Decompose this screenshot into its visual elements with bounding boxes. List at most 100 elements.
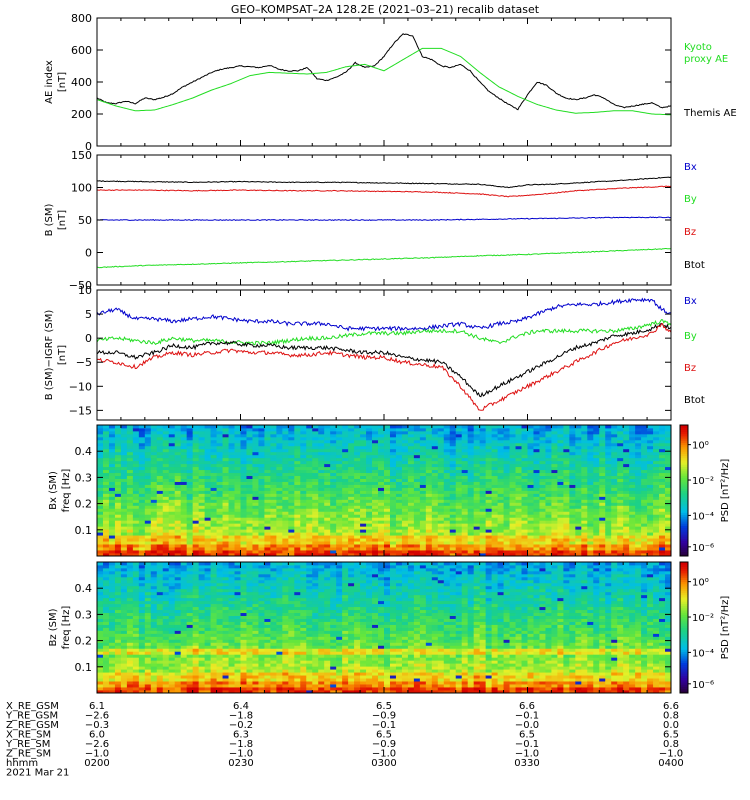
- series-by: [96, 248, 671, 269]
- legend-entry: By: [684, 194, 697, 205]
- ephemeris-value: −0.3: [85, 720, 109, 731]
- y-tick-label: −10: [69, 380, 92, 393]
- ephemeris-value: 0.8: [663, 739, 679, 750]
- y-tick-label: 0: [85, 140, 92, 153]
- y-tick-label: 0: [85, 332, 92, 345]
- y-tick-label: −15: [69, 404, 92, 417]
- colorbar: 10⁰ 10⁻² 10⁻⁴ 10⁻⁶ PSD [nT²/Hz]: [679, 561, 731, 694]
- ephemeris-value: −0.9: [372, 711, 396, 722]
- ephemeris-value: 6.5: [519, 730, 535, 741]
- series-themis-ae: [96, 33, 672, 111]
- y-axis-label: B (SM)−IGRF (SM): [44, 310, 55, 401]
- y-tick-label: 0.1: [75, 524, 93, 537]
- legend-entry: proxy AE: [684, 54, 728, 65]
- ephemeris-value: 6.5: [376, 701, 392, 712]
- series-btot: [96, 176, 672, 189]
- ephemeris-value: 6.5: [376, 730, 392, 741]
- ephemeris-value: 0300: [371, 758, 396, 769]
- y-tick-label: 0.3: [75, 471, 93, 484]
- series-btot: [96, 322, 672, 398]
- ephemeris-value: −1.0: [659, 749, 683, 760]
- ephemeris-value: −0.1: [372, 720, 396, 731]
- y-axis-label: [nT]: [57, 345, 68, 365]
- ephemeris-value: 6.4: [233, 701, 249, 712]
- ephemeris-value: 6.6: [519, 701, 535, 712]
- panel-spec-bx: 10⁰ 10⁻² 10⁻⁴ 10⁻⁶ PSD [nT²/Hz] 0.1 0.2 0.3 0.4 B…: [48, 424, 731, 557]
- series-bx: [97, 216, 672, 221]
- series-bx: [96, 297, 672, 332]
- colorbar-label: 10⁻²: [692, 476, 714, 487]
- figure-title: GEO–KOMPSAT–2A 128.2E (2021–03–21) recal…: [231, 3, 540, 16]
- y-tick-label: 100: [71, 182, 92, 195]
- y-tick-label: 200: [71, 108, 92, 121]
- legend-entry: Btot: [684, 260, 705, 271]
- y-axis-label: Bz (SM): [48, 608, 59, 646]
- panel-bsm: −50 0 50 100 150 B (SM) [nT] Bx By Bz Btot: [44, 149, 705, 292]
- ephemeris-value: 0400: [658, 758, 683, 769]
- colorbar: 10⁰ 10⁻² 10⁻⁴ 10⁻⁶ PSD [nT²/Hz]: [679, 424, 731, 557]
- ephemeris-value: 0.8: [663, 711, 679, 722]
- y-tick-label: 800: [71, 12, 92, 25]
- ephemeris-value: 6.1: [89, 701, 105, 712]
- panel-bdiff: −15 −10 −5 0 5 10 B (SM)−IGRF (SM) [nT] Bx By Bz Bt…: [44, 284, 705, 421]
- y-tick-label: 0.3: [75, 608, 93, 621]
- colorbar-label: 10⁻⁶: [692, 543, 714, 554]
- y-tick-label: 50: [78, 214, 92, 227]
- y-tick-label: 0.4: [75, 445, 93, 458]
- ephemeris-value: 6.0: [89, 730, 105, 741]
- ephemeris-value: −1.8: [229, 711, 253, 722]
- legend-entry: Themis AE: [683, 108, 737, 119]
- y-tick-label: 0: [85, 247, 92, 260]
- ephemeris-label: Y_RE_GSM: [5, 711, 58, 722]
- legend-entry: Btot: [684, 395, 705, 406]
- ephemeris-label: Z_RE_SM: [6, 749, 51, 760]
- colorbar-label: 10⁰: [692, 578, 709, 589]
- y-axis-label: freq [Hz]: [61, 469, 72, 513]
- y-axis-label: Bx (SM): [48, 471, 59, 510]
- ephemeris-value: −0.1: [515, 739, 539, 750]
- y-axis-label: [nT]: [57, 210, 68, 230]
- series-bz: [96, 323, 672, 411]
- plot-frame: [96, 289, 672, 421]
- plot-frame: [96, 17, 672, 147]
- y-tick-label: 600: [71, 44, 92, 57]
- series-kyoto-proxy-ae: [96, 47, 671, 116]
- y-tick-label: 400: [71, 76, 92, 89]
- ephemeris-table: X_RE_GSM 6.1 6.4 6.5 6.6 6.6Y_RE_GSM −2.6 −1.8−…: [5, 701, 684, 779]
- ephemeris-value: 0.0: [663, 720, 679, 731]
- y-axis-label: B (SM): [44, 203, 55, 236]
- ephemeris-value: 6.6: [663, 701, 679, 712]
- y-axis-label: AE index: [44, 60, 55, 104]
- legend-entry: Bx: [684, 162, 697, 173]
- y-tick-label: 5: [85, 308, 92, 321]
- ephemeris-value: −2.6: [85, 739, 109, 750]
- y-tick-label: 0.1: [75, 661, 93, 674]
- ephemeris-value: 0330: [514, 758, 539, 769]
- series-by: [96, 319, 672, 346]
- ephemeris-value: −1.0: [229, 749, 253, 760]
- colorbar-label: 10⁰: [692, 441, 709, 452]
- ephemeris-label: Z_RE_GSM: [6, 720, 59, 731]
- spectrogram-spec-bx: [97, 425, 672, 557]
- series-bz: [96, 185, 672, 198]
- legend-entry: By: [684, 331, 697, 342]
- colorbar-title: PSD [nT²/Hz]: [720, 596, 731, 660]
- ephemeris-value: −0.2: [229, 720, 253, 731]
- ephemeris-value: 6.3: [233, 730, 249, 741]
- legend-entry: Bz: [684, 227, 696, 238]
- colorbar-label: 10⁻⁴: [692, 511, 714, 522]
- ephemeris-value: 0230: [228, 758, 253, 769]
- colorbar-title: PSD [nT²/Hz]: [720, 459, 731, 523]
- ephemeris-value: −1.0: [372, 749, 396, 760]
- ephemeris-value: 6.5: [663, 730, 679, 741]
- ephemeris-value: −0.1: [515, 711, 539, 722]
- colorbar-label: 10⁻⁶: [692, 680, 714, 691]
- spectrogram-spec-bz: [97, 562, 672, 694]
- y-axis-label: [nT]: [57, 72, 68, 92]
- ephemeris-value: −1.0: [85, 749, 109, 760]
- ephemeris-value: 0200: [84, 758, 109, 769]
- ephemeris-value: −1.0: [515, 749, 539, 760]
- ephemeris-date: 2021 Mar 21: [6, 768, 69, 779]
